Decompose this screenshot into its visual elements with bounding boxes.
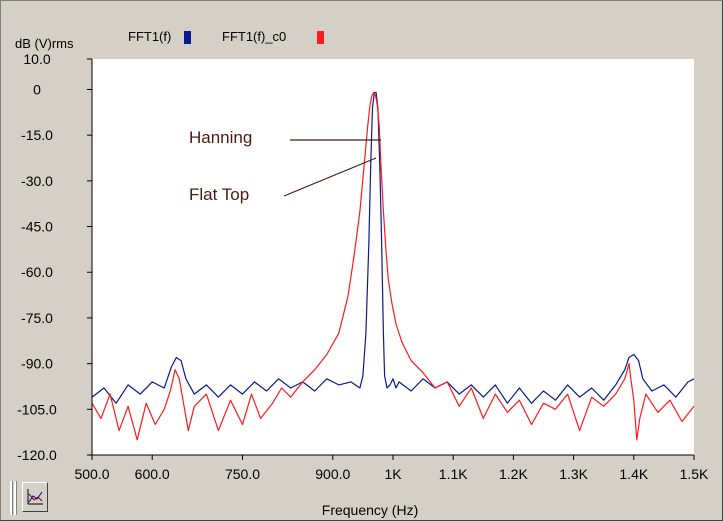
x-tick-label: 900.0 (315, 466, 350, 482)
y-tick-label: -75.0 (21, 310, 53, 326)
annotation-flat-top-leader (283, 157, 377, 197)
y-tick-label: -60.0 (21, 264, 53, 280)
annotation-flat-top-label: Flat Top (189, 185, 249, 204)
legend-swatch-series-1 (184, 31, 191, 44)
x-tick-label: 1.3K (559, 466, 588, 482)
series-layer (91, 91, 695, 441)
x-tick-label: 750.0 (225, 466, 260, 482)
chart-settings-icon (27, 489, 43, 505)
legend-label-series-2: FFT1(f)_c0 (222, 29, 286, 44)
legend-label-series-1: FFT1(f) (128, 29, 171, 44)
x-tick-label: 1.4K (619, 466, 648, 482)
annotation-hanning: Hanning (189, 128, 381, 147)
plot-area (92, 59, 694, 455)
axis-layer: 10.0 0 -15.0 -30.0 -45.0 -60.0 -75.0 -90.0 -105.… (17, 51, 709, 482)
y-tick-label: -120.0 (17, 447, 57, 463)
x-tick-label: 1.2K (499, 466, 528, 482)
x-tick-label: 500.0 (74, 466, 109, 482)
y-tick-label: -90.0 (21, 356, 53, 372)
toolbar-grip[interactable] (10, 481, 18, 515)
y-tick-label: -105.0 (17, 401, 57, 417)
y-axis-label: dB (V)rms (15, 36, 74, 51)
annotation-flat-top: Flat Top (189, 157, 377, 204)
x-tick-label: 1K (384, 466, 402, 482)
series-line-1 (91, 91, 695, 404)
y-tick-label: 10.0 (23, 51, 50, 67)
series-line-2 (91, 91, 695, 441)
y-tick-label: -15.0 (21, 127, 53, 143)
chart-settings-button[interactable] (22, 482, 48, 512)
y-tick-label: 0 (33, 81, 41, 97)
x-tick-label: 1.1K (439, 466, 468, 482)
y-tick-label: -30.0 (21, 173, 53, 189)
x-axis-title: Frequency (Hz) (322, 502, 418, 518)
y-tick-label: -45.0 (21, 219, 53, 235)
x-tick-label: 1.5K (680, 466, 709, 482)
legend-swatch-series-2 (317, 31, 324, 44)
x-tick-label: 600.0 (135, 466, 170, 482)
annotation-hanning-label: Hanning (189, 128, 252, 147)
